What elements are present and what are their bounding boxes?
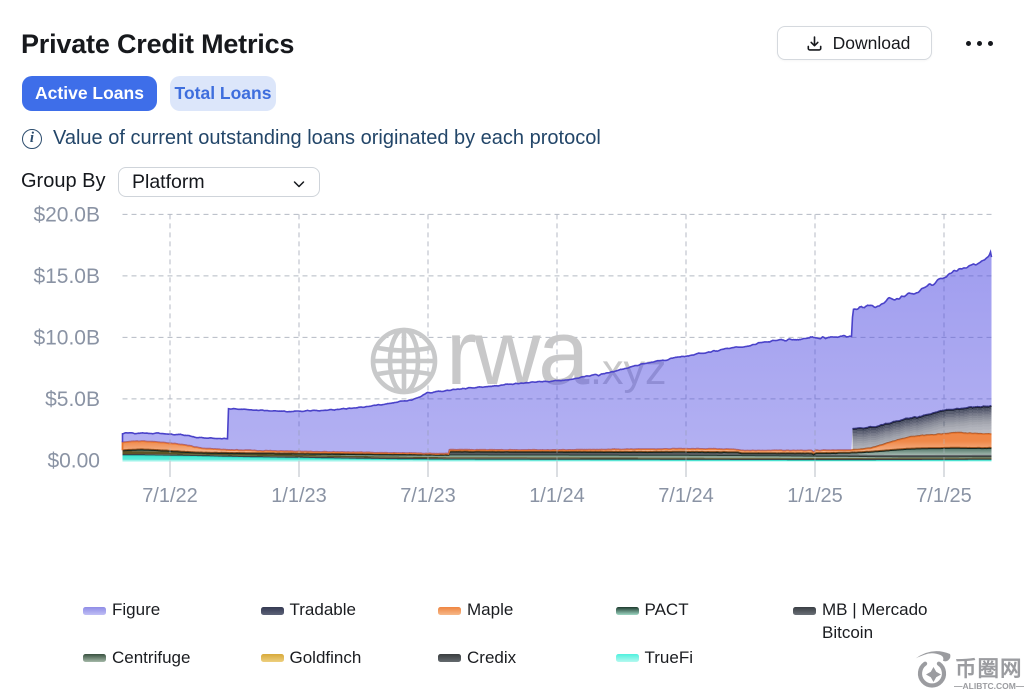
svg-text:7/1/23: 7/1/23 [400,485,456,507]
svg-text:1/1/24: 1/1/24 [529,485,585,507]
svg-text:—ALIBTC.COM—: —ALIBTC.COM— [954,681,1024,691]
svg-text:1/1/23: 1/1/23 [271,485,327,507]
svg-text:1/1/25: 1/1/25 [787,485,843,507]
svg-text:$20.0B: $20.0B [33,204,100,227]
svg-text:7/1/22: 7/1/22 [142,485,198,507]
svg-text:$5.0B: $5.0B [45,388,100,411]
svg-text:$10.0B: $10.0B [33,327,100,350]
svg-text:$15.0B: $15.0B [33,265,100,288]
svg-text:7/1/24: 7/1/24 [658,485,714,507]
svg-text:币圈网: 币圈网 [955,657,1023,681]
svg-text:7/1/25: 7/1/25 [916,485,972,507]
svg-text:$0.00: $0.00 [47,450,100,473]
